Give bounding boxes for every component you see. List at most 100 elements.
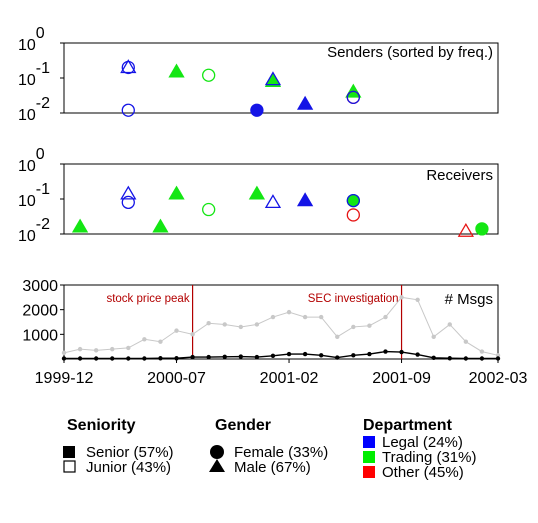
receivers-point-female-junior-legal: [346, 193, 360, 208]
msgs-series-point-0: [61, 350, 67, 356]
legend-female-label: Female (33%): [234, 444, 328, 461]
msgs-series-point-1: [479, 356, 485, 361]
msgs-series-point-1: [142, 356, 147, 361]
senders-point-male-senior-trading: [168, 63, 185, 78]
msgs-series-point-1: [399, 349, 404, 355]
msgs-series-point-0: [447, 322, 452, 327]
msgs-series-point-1: [110, 356, 115, 361]
receivers-point-male-junior-other: [457, 222, 474, 237]
msgs-series-point-1: [222, 354, 227, 359]
legend-seniority-title: Seniority: [67, 417, 136, 434]
receivers-ytick-label: 100: [18, 146, 45, 175]
receivers-point-female-junior-trading: [202, 202, 216, 217]
msgs-series-point-0: [142, 337, 147, 342]
senders-point-male-senior-legal: [296, 95, 314, 110]
msgs-series-point-1: [463, 356, 469, 361]
legend-trading-label: Trading (31%): [382, 449, 476, 466]
receivers-point-male-junior-legal: [120, 185, 137, 200]
legend-gender-title: Gender: [215, 417, 271, 434]
msgs-xtick-label: 1999-12: [35, 370, 94, 387]
msgs-series-point-0: [93, 348, 99, 353]
msgs-series-point-1: [286, 351, 292, 357]
senders-ytick-label: 100: [18, 25, 45, 54]
msgs-series-point-0: [367, 323, 372, 328]
msgs-series-point-0: [318, 314, 324, 320]
senders-point-female-junior-legal: [346, 90, 360, 104]
msgs-series-point-1: [318, 353, 324, 358]
legend-female-marker: [210, 445, 224, 459]
msgs-series-point-0: [126, 345, 131, 351]
msgs-ytick-label: 1000: [22, 327, 58, 344]
msgs-series-point-1: [238, 354, 244, 359]
msgs-series-point-1: [383, 349, 388, 354]
receivers-ytick-label: 10-1: [18, 181, 50, 210]
msgs-y-axis: 1000 2000 3000: [22, 278, 64, 344]
senders-title: Senders (sorted by freq.): [327, 44, 493, 61]
msgs-series-point-1: [61, 356, 67, 361]
msgs-series-point-0: [351, 324, 356, 330]
msgs-series-point-0: [206, 321, 211, 326]
msgs-series-point-0: [238, 324, 244, 330]
msgs-series-point-0: [495, 353, 501, 358]
senders-point-female-junior-trading: [202, 68, 216, 82]
receivers-point-male-senior-trading: [71, 218, 89, 233]
receivers-ytick-exponent: -1: [36, 181, 50, 198]
msgs-series-point-0: [254, 322, 260, 327]
legend-senior-label: Senior (57%): [86, 444, 174, 461]
msgs-ytick-label: 3000: [22, 278, 58, 295]
msgs-series-point-0: [286, 309, 292, 315]
msgs-series-point-0: [479, 349, 485, 354]
receivers-point-male-senior-trading: [168, 185, 185, 200]
msgs-xtick-label: 2000-07: [147, 370, 206, 387]
msgs-plot-frame: [63, 284, 499, 360]
receivers-point-female-senior-trading: [475, 222, 489, 236]
senders-y-axis: 100 10-1 10-2: [18, 25, 64, 124]
legend-junior-label: Junior (43%): [86, 459, 171, 476]
receivers-points: [71, 185, 489, 237]
legend-senior-marker: [63, 446, 75, 458]
legend-other-label: Other (45%): [382, 464, 464, 481]
senders-panel: 100 10-1 10-2 Senders (sorted by freq.): [18, 25, 499, 124]
msgs-series-point-1: [126, 356, 131, 361]
legend-legal-swatch: [363, 436, 375, 448]
senders-point-male-junior-legal: [120, 59, 137, 74]
msgs-xtick-label: 2001-02: [260, 370, 319, 387]
msgs-series-point-1: [367, 351, 372, 357]
legend-male-marker: [209, 459, 225, 472]
receivers-title: Receivers: [426, 167, 493, 184]
receivers-ytick-label: 10-2: [18, 216, 50, 245]
msgs-series-point-1: [190, 354, 195, 360]
msgs-series-point-0: [415, 297, 420, 302]
receivers-point-male-senior-trading: [152, 218, 169, 233]
senders-point-female-senior-legal: [250, 103, 264, 117]
msgs-series-point-0: [302, 314, 308, 320]
receivers-point-male-senior-trading: [248, 185, 266, 200]
msgs-series-point-1: [270, 353, 276, 358]
msgs-series-point-0: [399, 295, 404, 300]
senders-point-female-junior-legal: [121, 103, 135, 117]
senders-ytick-exponent: -1: [36, 60, 50, 77]
msgs-panel: 1000 2000 3000 1999-12 2000-07 2001-02 2001-0…: [22, 278, 527, 387]
senders-ytick-exponent: 0: [36, 25, 45, 42]
msgs-series-point-1: [335, 355, 340, 360]
msgs-series-point-1: [93, 356, 99, 361]
msgs-series-point-0: [158, 339, 163, 344]
msgs-series-point-1: [415, 352, 420, 357]
msgs-series-point-1: [431, 355, 436, 360]
receivers-ytick-exponent: 0: [36, 146, 45, 163]
receivers-point-male-junior-legal: [264, 194, 282, 209]
msgs-series-point-1: [495, 356, 501, 361]
msgs-xtick-label: 2002-03: [469, 370, 528, 387]
legend-male-label: Male (67%): [234, 459, 311, 476]
annotation-label: stock price peak: [106, 293, 189, 305]
senders-point-male-senior-trading: [264, 73, 282, 88]
msgs-series-point-0: [383, 314, 388, 320]
msgs-ytick-label: 2000: [22, 303, 58, 320]
receivers-panel: 100 10-1 10-2 Receivers: [18, 146, 499, 245]
msgs-series-point-0: [110, 346, 115, 352]
senders-ytick-exponent: -2: [36, 95, 50, 112]
receivers-point-female-junior-legal: [121, 195, 135, 210]
msgs-lines: [61, 295, 501, 361]
legend-other-swatch: [363, 466, 375, 478]
